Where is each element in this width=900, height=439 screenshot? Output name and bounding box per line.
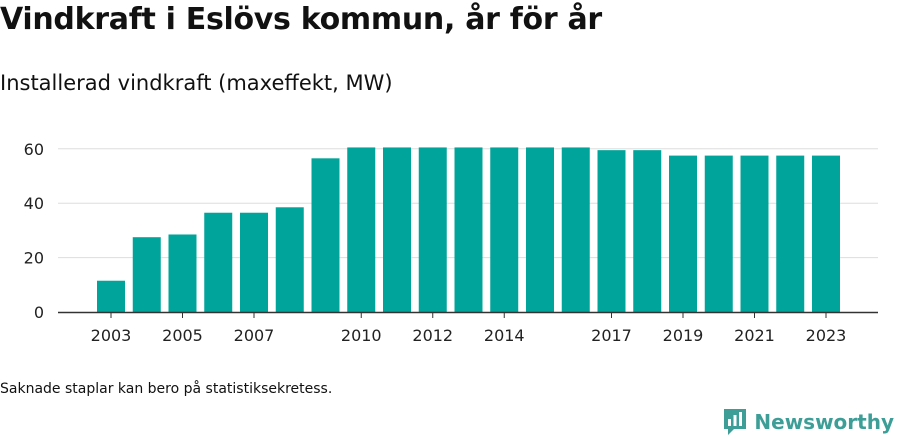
chart-title: Vindkraft i Eslövs kommun, år för år [0,2,602,37]
chart-subtitle: Installerad vindkraft (maxeffekt, MW) [0,71,393,95]
bar-2018 [633,150,662,312]
x-tick-label: 2012 [412,326,453,345]
x-tick-label: 2003 [91,326,132,345]
bar-2016 [561,147,590,312]
chart-svg: 0 20 40 60 2003 2005 2007 2010 2012 2014 2017 2019 2… [24,140,878,345]
bar-2014 [490,147,519,312]
x-tick-label: 2019 [663,326,704,345]
bar-2009 [311,158,340,312]
bars [97,147,840,312]
bar-2010 [347,147,376,312]
bar-2005 [168,234,197,312]
y-tick-label: 40 [24,194,44,213]
bar-2007 [240,212,268,312]
bar-2023 [812,155,840,312]
bar-2004 [132,237,161,312]
bar-2019 [669,155,697,312]
bar-chart: 0 20 40 60 2003 2005 2007 2010 2012 2014 2017 2019 2… [0,130,900,354]
bar-2011 [383,147,411,312]
axes: 0 20 40 60 2003 2005 2007 2010 2012 2014 2017 2019 2… [24,140,878,345]
x-tick-label: 2014 [484,326,525,345]
newsworthy-logo-text: Newsworthy [754,410,894,434]
y-tick-label: 0 [34,303,44,322]
bar-2015 [526,147,554,312]
bar-2020 [704,155,733,312]
newsworthy-logo: Newsworthy [722,407,894,437]
y-tick-label: 60 [24,140,44,159]
bar-2021 [740,155,769,312]
x-tick-label: 2023 [806,326,847,345]
x-tick-label: 2010 [341,326,382,345]
x-tick-label: 2017 [591,326,632,345]
bar-2022 [776,155,805,312]
bar-2006 [204,212,233,312]
footnote: Saknade staplar kan bero på statistiksek… [0,381,333,397]
bar-2012 [418,147,447,312]
x-tick-label: 2005 [162,326,203,345]
bar-2013 [454,147,483,312]
x-tick-label: 2021 [734,326,775,345]
bar-2008 [275,207,304,312]
y-tick-label: 20 [24,249,44,268]
newsworthy-logo-icon [724,409,747,435]
bar-2017 [597,150,626,312]
x-tick-label: 2007 [234,326,275,345]
bar-2003 [97,280,125,312]
